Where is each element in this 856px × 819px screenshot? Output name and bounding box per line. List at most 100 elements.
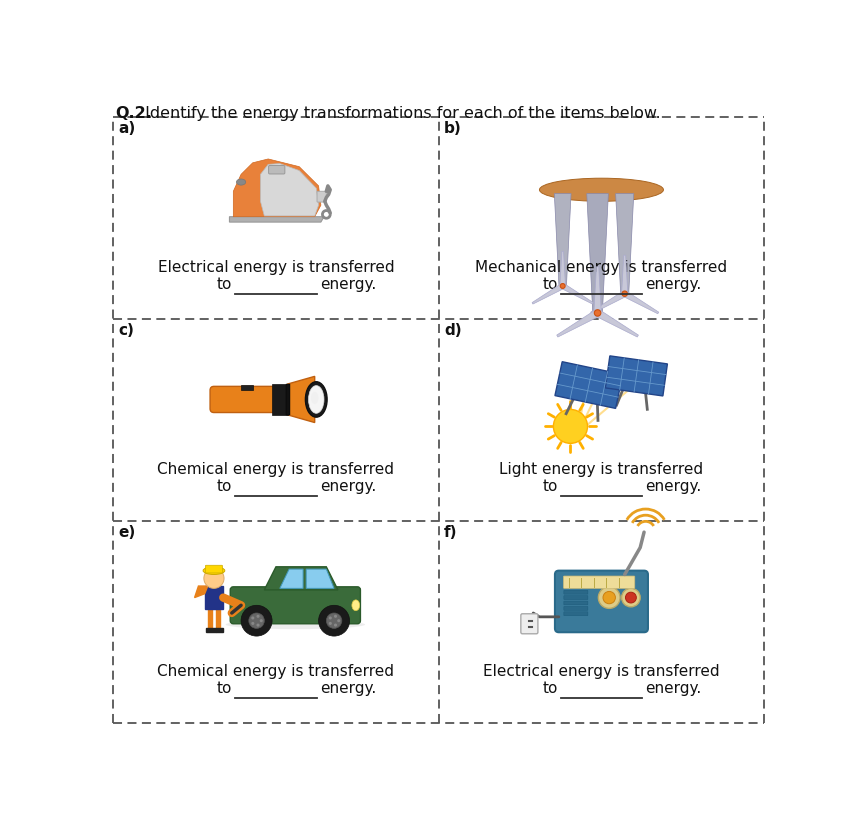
Circle shape [553, 410, 587, 444]
Ellipse shape [226, 620, 365, 629]
Polygon shape [194, 586, 208, 598]
FancyBboxPatch shape [563, 577, 635, 589]
Polygon shape [306, 569, 334, 589]
Polygon shape [532, 284, 564, 305]
Circle shape [603, 591, 615, 604]
FancyBboxPatch shape [555, 571, 648, 632]
Text: Identify the energy transformations for each of the items below.: Identify the energy transformations for … [140, 106, 661, 121]
Ellipse shape [311, 392, 318, 405]
Polygon shape [562, 284, 593, 305]
Text: energy.: energy. [320, 681, 376, 695]
Text: e): e) [119, 525, 136, 540]
Polygon shape [555, 362, 623, 409]
Text: Chemical energy is transferred: Chemical energy is transferred [158, 462, 395, 477]
Polygon shape [594, 268, 601, 314]
Circle shape [334, 624, 337, 627]
FancyBboxPatch shape [230, 587, 360, 624]
Polygon shape [591, 292, 627, 314]
Ellipse shape [308, 386, 324, 414]
Ellipse shape [306, 382, 327, 418]
Polygon shape [288, 377, 315, 423]
Circle shape [622, 292, 627, 297]
FancyBboxPatch shape [317, 192, 326, 203]
Ellipse shape [203, 567, 225, 575]
Polygon shape [605, 356, 668, 396]
Polygon shape [621, 256, 627, 294]
Circle shape [329, 617, 332, 620]
Polygon shape [234, 160, 321, 217]
Text: Light energy is transferred: Light energy is transferred [499, 462, 704, 477]
Text: to: to [543, 277, 557, 292]
FancyBboxPatch shape [210, 387, 276, 413]
Text: energy.: energy. [645, 277, 701, 292]
Circle shape [252, 617, 254, 620]
Circle shape [318, 605, 349, 636]
Polygon shape [596, 310, 639, 337]
Circle shape [249, 613, 265, 629]
Text: energy.: energy. [645, 681, 701, 695]
FancyBboxPatch shape [564, 607, 588, 610]
Text: Mechanical energy is transferred: Mechanical energy is transferred [475, 260, 728, 275]
Text: to: to [543, 681, 557, 695]
Polygon shape [229, 217, 324, 223]
Circle shape [334, 615, 337, 618]
Polygon shape [280, 569, 303, 589]
Text: d): d) [444, 324, 461, 338]
Circle shape [204, 568, 224, 589]
Circle shape [257, 615, 259, 618]
FancyBboxPatch shape [269, 166, 285, 174]
Polygon shape [206, 629, 216, 632]
Polygon shape [615, 194, 633, 294]
Polygon shape [208, 609, 212, 629]
Polygon shape [586, 194, 609, 314]
Polygon shape [556, 310, 599, 337]
Circle shape [337, 619, 341, 622]
FancyBboxPatch shape [564, 612, 588, 616]
Circle shape [561, 284, 565, 289]
Circle shape [329, 622, 332, 625]
Text: energy.: energy. [320, 277, 376, 292]
Text: c): c) [119, 324, 134, 338]
FancyBboxPatch shape [564, 590, 588, 595]
Text: Electrical energy is transferred: Electrical energy is transferred [158, 260, 395, 275]
Bar [272, 385, 288, 415]
Polygon shape [216, 629, 223, 632]
FancyBboxPatch shape [564, 596, 588, 600]
Polygon shape [216, 609, 220, 629]
Polygon shape [260, 165, 318, 217]
FancyBboxPatch shape [520, 614, 538, 634]
Text: energy.: energy. [320, 478, 376, 494]
FancyBboxPatch shape [205, 566, 223, 573]
FancyBboxPatch shape [564, 601, 588, 605]
Polygon shape [265, 567, 338, 590]
Text: Chemical energy is transferred: Chemical energy is transferred [158, 663, 395, 678]
Text: Q.2.: Q.2. [115, 106, 152, 121]
Text: f): f) [444, 525, 458, 540]
Ellipse shape [539, 179, 663, 202]
Polygon shape [205, 586, 223, 609]
Bar [286, 385, 290, 415]
Circle shape [621, 589, 640, 607]
Text: Electrical energy is transferred: Electrical energy is transferred [483, 663, 720, 678]
Circle shape [241, 605, 272, 636]
Bar [241, 386, 253, 391]
Polygon shape [623, 292, 659, 314]
Text: to: to [543, 478, 557, 494]
Circle shape [594, 310, 601, 317]
Text: to: to [217, 277, 232, 292]
Circle shape [326, 613, 342, 629]
Polygon shape [560, 252, 566, 287]
Circle shape [252, 622, 254, 625]
Text: energy.: energy. [645, 478, 701, 494]
Circle shape [598, 587, 620, 609]
Ellipse shape [352, 600, 360, 611]
Circle shape [626, 592, 636, 604]
Text: a): a) [119, 121, 136, 136]
Ellipse shape [236, 179, 246, 186]
Circle shape [259, 619, 263, 622]
Circle shape [257, 624, 259, 627]
Text: to: to [217, 478, 232, 494]
Text: b): b) [444, 121, 462, 136]
Text: to: to [217, 681, 232, 695]
Polygon shape [555, 194, 571, 287]
